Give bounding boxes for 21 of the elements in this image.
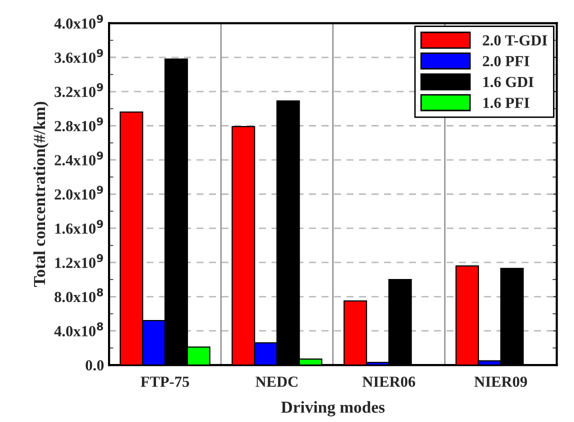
x-tick-label: FTP-75 (140, 376, 190, 387)
y-tick-label: 1.2x10$^{9}$ (55, 254, 104, 268)
x-tick-label: NIER09 (474, 376, 527, 387)
x-tick-label: NEDC (256, 376, 298, 387)
y-tick-label: 4.0x10$^{9}$ (54, 14, 104, 29)
legend-label: 1.6 GDI (483, 76, 534, 88)
y-tick-label: 1.6x10$^{9}$ (55, 220, 104, 234)
y-tick-label: 4.0x10$^{8}$ (54, 322, 104, 336)
y-tick-label: 8.0x10$^{8}$ (54, 288, 104, 302)
legend-label: 2.0 PFI (482, 56, 530, 66)
y-tick-label: 3.2x10$^{9}$ (54, 83, 104, 98)
y-tick-label: 2.8x10$^{9}$ (54, 117, 104, 132)
legend-label: 2.0 T-GDI (482, 35, 548, 46)
y-axis-title: Total concentration(#/km) (33, 102, 49, 287)
y-tick-label: 2.0x10$^{9}$ (54, 186, 104, 200)
x-tick-label: NIER06 (362, 376, 416, 387)
x-axis-title: Driving modes (281, 401, 385, 416)
legend-label: 1.6 PFI (483, 98, 530, 108)
y-tick-label: 2.4x10$^{9}$ (54, 152, 104, 166)
y-tick-label: 0.0 (86, 360, 104, 371)
y-tick-label: 3.6x10$^{9}$ (54, 48, 104, 63)
